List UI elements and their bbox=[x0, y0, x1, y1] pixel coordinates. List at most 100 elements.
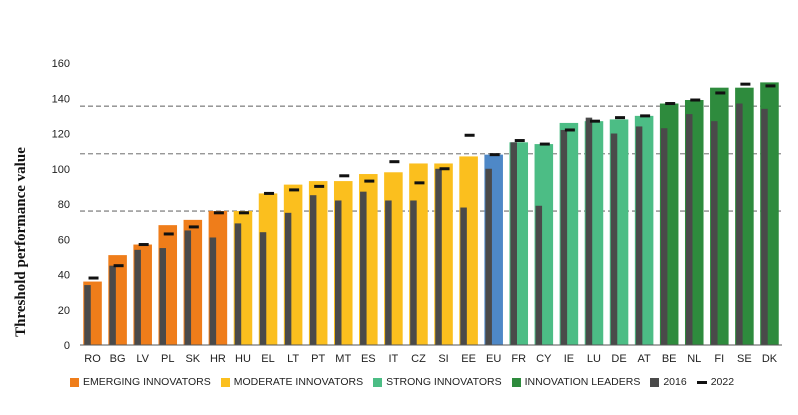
bar-2016-sk bbox=[184, 230, 192, 345]
bar-2016-fr bbox=[510, 142, 517, 345]
legend-item-moderate: MODERATE INNOVATORS bbox=[220, 376, 364, 388]
bar-2016-be bbox=[660, 128, 668, 345]
y-axis-ticks: 0 20 40 60 80 100 120 140 160 bbox=[52, 58, 70, 352]
bar-2016-si bbox=[435, 168, 442, 345]
x-tick-label: DK bbox=[762, 353, 778, 365]
x-tick-label: IT bbox=[389, 353, 399, 365]
bar-2016-dk bbox=[761, 108, 768, 345]
bar-2016-cz bbox=[410, 200, 417, 345]
marker-2022-sk bbox=[188, 225, 199, 229]
bar-2016-pl bbox=[159, 248, 166, 345]
marker-2022-cy bbox=[539, 142, 550, 146]
x-tick-label: BG bbox=[110, 353, 126, 365]
x-tick-label: SE bbox=[737, 353, 752, 365]
bar-2016-hr bbox=[209, 237, 217, 345]
marker-2022-lu bbox=[589, 119, 600, 123]
legend-item-2022: 2022 bbox=[696, 376, 735, 388]
bar-2016-lt bbox=[284, 212, 292, 345]
x-tick-label: LV bbox=[136, 353, 149, 365]
legend-swatch-2016 bbox=[650, 377, 660, 387]
marker-2022-cz bbox=[414, 181, 425, 185]
marker-2022-it bbox=[389, 160, 400, 164]
y-axis-title: Threshold performance value bbox=[13, 147, 29, 337]
legend-swatch-strong bbox=[373, 377, 383, 387]
marker-2022-at bbox=[640, 114, 651, 118]
bar-2016-hu bbox=[234, 223, 242, 345]
x-tick-label: DE bbox=[611, 353, 626, 365]
marker-2022-fi bbox=[715, 91, 726, 95]
x-tick-label: LT bbox=[287, 353, 299, 365]
marker-2022-hu bbox=[238, 211, 249, 215]
bar-2016-ee bbox=[460, 207, 467, 345]
x-tick-label: HU bbox=[235, 353, 251, 365]
x-tick-label: PL bbox=[161, 353, 174, 365]
marker-2022-de bbox=[615, 116, 626, 120]
marker-2022-fr bbox=[514, 139, 525, 143]
x-tick-label: HR bbox=[210, 353, 226, 365]
legend-label-2022: 2022 bbox=[710, 376, 735, 388]
marker-2022-lv bbox=[138, 243, 149, 247]
legend-item-leaders: INNOVATION LEADERS bbox=[511, 376, 641, 388]
x-tick-label: PT bbox=[311, 353, 325, 365]
legend: EMERGING INNOVATORS MODERATE INNOVATORS … bbox=[70, 376, 744, 388]
x-tick-label: SI bbox=[438, 353, 448, 365]
y-tick-label: 120 bbox=[52, 129, 70, 141]
legend-label-moderate: MODERATE INNOVATORS bbox=[233, 376, 364, 388]
y-tick-label: 40 bbox=[58, 270, 70, 282]
x-tick-label: LU bbox=[587, 353, 601, 365]
bar-2016-de bbox=[610, 133, 618, 345]
marker-2022-bg bbox=[113, 264, 124, 268]
legend-label-leaders: INNOVATION LEADERS bbox=[524, 376, 641, 388]
bar-2016-fi bbox=[711, 121, 718, 345]
marker-2022-ro bbox=[88, 276, 99, 280]
x-tick-label: EL bbox=[261, 353, 274, 365]
marker-2022-ee bbox=[464, 133, 475, 137]
bar-2016-at bbox=[635, 126, 643, 345]
y-tick-label: 60 bbox=[58, 234, 70, 246]
legend-item-strong: STRONG INNOVATORS bbox=[373, 376, 502, 388]
marker-2022-hr bbox=[213, 211, 224, 215]
legend-swatch-moderate bbox=[220, 377, 230, 387]
bar-2016-lv bbox=[134, 249, 141, 345]
y-tick-label: 20 bbox=[58, 305, 70, 317]
marker-2022-pl bbox=[163, 232, 174, 236]
x-tick-label: BE bbox=[662, 353, 677, 365]
bar-2016-mt bbox=[334, 200, 342, 345]
marker-2022-eu bbox=[489, 153, 500, 157]
legend-item-emerging: EMERGING INNOVATORS bbox=[70, 376, 211, 388]
x-tick-label: EU bbox=[486, 353, 501, 365]
x-tick-label: AT bbox=[637, 353, 651, 365]
x-axis-labels: RO BG LV PL SK HR HU EL LT PT MT ES IT CZ SI EE EU FR CY IE… bbox=[84, 353, 777, 365]
marker-2022-nl bbox=[690, 98, 701, 102]
marker-2022-se bbox=[740, 82, 751, 86]
marker-2022-lt bbox=[289, 188, 300, 192]
legend-label-emerging: EMERGING INNOVATORS bbox=[83, 376, 211, 388]
legend-swatch-emerging bbox=[70, 377, 79, 387]
bar-2016-it bbox=[385, 200, 392, 345]
bar-2016-el bbox=[259, 232, 267, 345]
bar-2016-es bbox=[360, 191, 367, 345]
bar-2016-se bbox=[736, 103, 743, 345]
marker-2022-mt bbox=[339, 174, 350, 178]
bar-2016-eu bbox=[485, 168, 492, 345]
y-tick-label: 160 bbox=[52, 58, 70, 70]
x-tick-label: SK bbox=[185, 353, 200, 365]
bar-2016-nl bbox=[685, 114, 693, 345]
bar-2016-bg bbox=[109, 265, 116, 345]
bar-2016-ie bbox=[560, 129, 568, 345]
bars bbox=[83, 82, 779, 346]
marker-2022-el bbox=[264, 191, 275, 195]
marker-2022-es bbox=[364, 179, 375, 183]
x-tick-label: CY bbox=[536, 353, 552, 365]
y-tick-label: 0 bbox=[64, 340, 70, 352]
x-tick-label: IE bbox=[564, 353, 574, 365]
bar-2016-lu bbox=[585, 117, 593, 345]
legend-item-2016: 2016 bbox=[650, 376, 687, 388]
x-tick-label: FI bbox=[714, 353, 724, 365]
legend-label-2016: 2016 bbox=[663, 376, 687, 388]
legend-label-strong: STRONG INNOVATORS bbox=[386, 376, 502, 388]
x-tick-label: NL bbox=[687, 353, 701, 365]
legend-dash-2022 bbox=[696, 380, 707, 384]
x-tick-label: FR bbox=[511, 353, 526, 365]
bar-2016-ro bbox=[84, 285, 91, 345]
